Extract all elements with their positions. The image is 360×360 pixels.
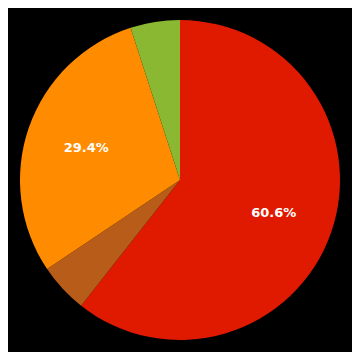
svg-text:29.4%: 29.4% [64, 140, 109, 155]
svg-text:60.6%: 60.6% [251, 205, 296, 220]
